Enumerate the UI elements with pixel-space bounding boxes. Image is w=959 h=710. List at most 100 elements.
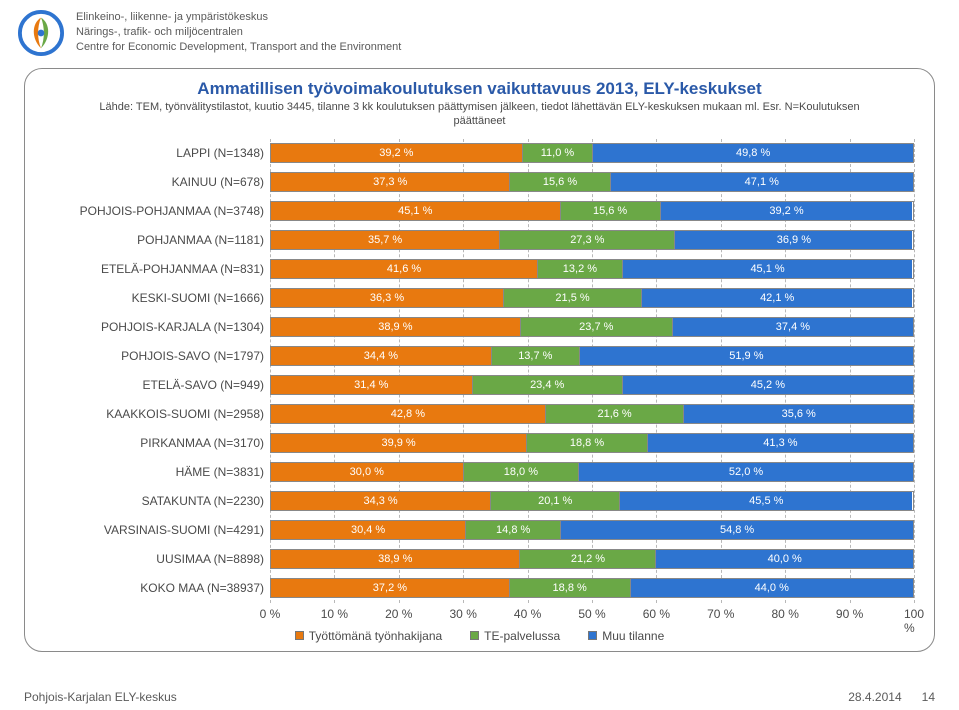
x-axis: 0 %10 %20 %30 %40 %50 %60 %70 %80 %90 %1… <box>270 607 914 623</box>
bar-row: 30,4 %14,8 %54,8 % <box>270 516 914 545</box>
footer-right: 28.4.2014 14 <box>848 690 935 704</box>
grid-line <box>914 139 915 603</box>
bar-segment: 18,0 % <box>464 463 580 481</box>
category-label: SATAKUNTA (N=2230) <box>45 487 270 516</box>
category-label: POHJOIS-POHJANMAA (N=3748) <box>45 197 270 226</box>
footer-page: 14 <box>922 690 935 704</box>
bar-row: 38,9 %21,2 %40,0 % <box>270 545 914 574</box>
chart-title: Ammatillisen työvoimakoulutuksen vaikutt… <box>45 79 914 99</box>
bar-segment: 37,3 % <box>271 173 510 191</box>
bar-segment: 30,0 % <box>271 463 464 481</box>
x-tick-label: 90 % <box>836 607 863 621</box>
bar-segment: 45,2 % <box>623 376 913 394</box>
bar-segment: 36,3 % <box>271 289 504 307</box>
bar-segment: 11,0 % <box>523 144 594 162</box>
bar-row: 39,9 %18,8 %41,3 % <box>270 429 914 458</box>
bar-segment: 41,3 % <box>648 434 913 452</box>
bar-segment: 18,8 % <box>510 579 631 597</box>
x-tick-label: 60 % <box>643 607 670 621</box>
bar-row: 41,6 %13,2 %45,1 % <box>270 255 914 284</box>
category-label: VARSINAIS-SUOMI (N=4291) <box>45 516 270 545</box>
bar-segment: 13,2 % <box>538 260 623 278</box>
legend-label: Muu tilanne <box>602 629 664 643</box>
chart-body: LAPPI (N=1348)KAINUU (N=678)POHJOIS-POHJ… <box>45 139 914 623</box>
bar-segment: 41,6 % <box>271 260 538 278</box>
org-name-en: Centre for Economic Development, Transpo… <box>76 40 401 55</box>
bar-segment: 45,1 % <box>623 260 913 278</box>
bar-row: 37,3 %15,6 %47,1 % <box>270 168 914 197</box>
bar-segment: 37,2 % <box>271 579 510 597</box>
bar-segment: 23,4 % <box>473 376 623 394</box>
category-label: POHJOIS-SAVO (N=1797) <box>45 342 270 371</box>
bar-segment: 42,8 % <box>271 405 546 423</box>
bar-row: 39,2 %11,0 %49,8 % <box>270 139 914 168</box>
x-tick-label: 40 % <box>514 607 541 621</box>
bar-row: 34,3 %20,1 %45,5 % <box>270 487 914 516</box>
bar-segment: 18,8 % <box>527 434 648 452</box>
bar-segment: 39,2 % <box>271 144 523 162</box>
footer-date: 28.4.2014 <box>848 690 901 704</box>
bar-segment: 20,1 % <box>491 492 620 510</box>
legend-item: Muu tilanne <box>588 629 664 643</box>
bar-segment: 15,6 % <box>510 173 610 191</box>
bar-segment: 44,0 % <box>631 579 913 597</box>
bar-segment: 30,4 % <box>271 521 466 539</box>
x-tick-label: 70 % <box>707 607 734 621</box>
category-label: LAPPI (N=1348) <box>45 139 270 168</box>
legend: Työttömänä työnhakijanaTE-palvelussaMuu … <box>45 629 914 643</box>
ely-logo-icon <box>18 10 64 56</box>
bar-row: 45,1 %15,6 %39,2 % <box>270 197 914 226</box>
bar-segment: 21,2 % <box>520 550 656 568</box>
category-label: ETELÄ-POHJANMAA (N=831) <box>45 255 270 284</box>
org-name-sv: Närings-, trafik- och miljöcentralen <box>76 25 401 40</box>
chart-subtitle: Lähde: TEM, työnvälitystilastot, kuutio … <box>90 101 870 129</box>
legend-swatch-icon <box>470 631 479 640</box>
bar-segment: 15,6 % <box>561 202 661 220</box>
bar-row: 38,9 %23,7 %37,4 % <box>270 313 914 342</box>
y-axis-labels: LAPPI (N=1348)KAINUU (N=678)POHJOIS-POHJ… <box>45 139 270 623</box>
header: Elinkeino-, liikenne- ja ympäristökeskus… <box>0 0 959 62</box>
bar-segment: 39,2 % <box>661 202 913 220</box>
footer-left: Pohjois-Karjalan ELY-keskus <box>24 690 177 704</box>
bar-row: 31,4 %23,4 %45,2 % <box>270 371 914 400</box>
bar-row: 42,8 %21,6 %35,6 % <box>270 400 914 429</box>
category-label: KAINUU (N=678) <box>45 168 270 197</box>
bar-segment: 39,9 % <box>271 434 527 452</box>
category-label: UUSIMAA (N=8898) <box>45 545 270 574</box>
bar-segment: 36,9 % <box>675 231 912 249</box>
x-tick-label: 20 % <box>385 607 412 621</box>
bar-row: 35,7 %27,3 %36,9 % <box>270 226 914 255</box>
bar-segment: 47,1 % <box>611 173 913 191</box>
plot-area: 39,2 %11,0 %49,8 %37,3 %15,6 %47,1 %45,1… <box>270 139 914 623</box>
bar-segment: 45,1 % <box>271 202 561 220</box>
bar-segment: 42,1 % <box>642 289 912 307</box>
bar-segment: 21,6 % <box>546 405 685 423</box>
bar-segment: 45,5 % <box>620 492 912 510</box>
category-label: PIRKANMAA (N=3170) <box>45 429 270 458</box>
bar-row: 36,3 %21,5 %42,1 % <box>270 284 914 313</box>
category-label: HÄME (N=3831) <box>45 458 270 487</box>
bar-row: 37,2 %18,8 %44,0 % <box>270 574 914 603</box>
bar-segment: 40,0 % <box>656 550 913 568</box>
bar-segment: 27,3 % <box>500 231 675 249</box>
bars-container: 39,2 %11,0 %49,8 %37,3 %15,6 %47,1 %45,1… <box>270 139 914 603</box>
bar-segment: 38,9 % <box>271 318 521 336</box>
bar-segment: 35,6 % <box>684 405 913 423</box>
bar-segment: 23,7 % <box>521 318 673 336</box>
bar-segment: 34,3 % <box>271 492 491 510</box>
category-label: POHJANMAA (N=1181) <box>45 226 270 255</box>
bar-segment: 49,8 % <box>593 144 913 162</box>
bar-row: 30,0 %18,0 %52,0 % <box>270 458 914 487</box>
x-tick-label: 80 % <box>772 607 799 621</box>
legend-label: TE-palvelussa <box>484 629 560 643</box>
bar-segment: 37,4 % <box>673 318 913 336</box>
category-label: KESKI-SUOMI (N=1666) <box>45 284 270 313</box>
bar-segment: 13,7 % <box>492 347 580 365</box>
category-label: KOKO MAA (N=38937) <box>45 574 270 603</box>
legend-swatch-icon <box>588 631 597 640</box>
category-label: KAAKKOIS-SUOMI (N=2958) <box>45 400 270 429</box>
bar-segment: 52,0 % <box>579 463 913 481</box>
legend-item: TE-palvelussa <box>470 629 560 643</box>
x-tick-label: 50 % <box>578 607 605 621</box>
footer: Pohjois-Karjalan ELY-keskus 28.4.2014 14 <box>24 690 935 704</box>
